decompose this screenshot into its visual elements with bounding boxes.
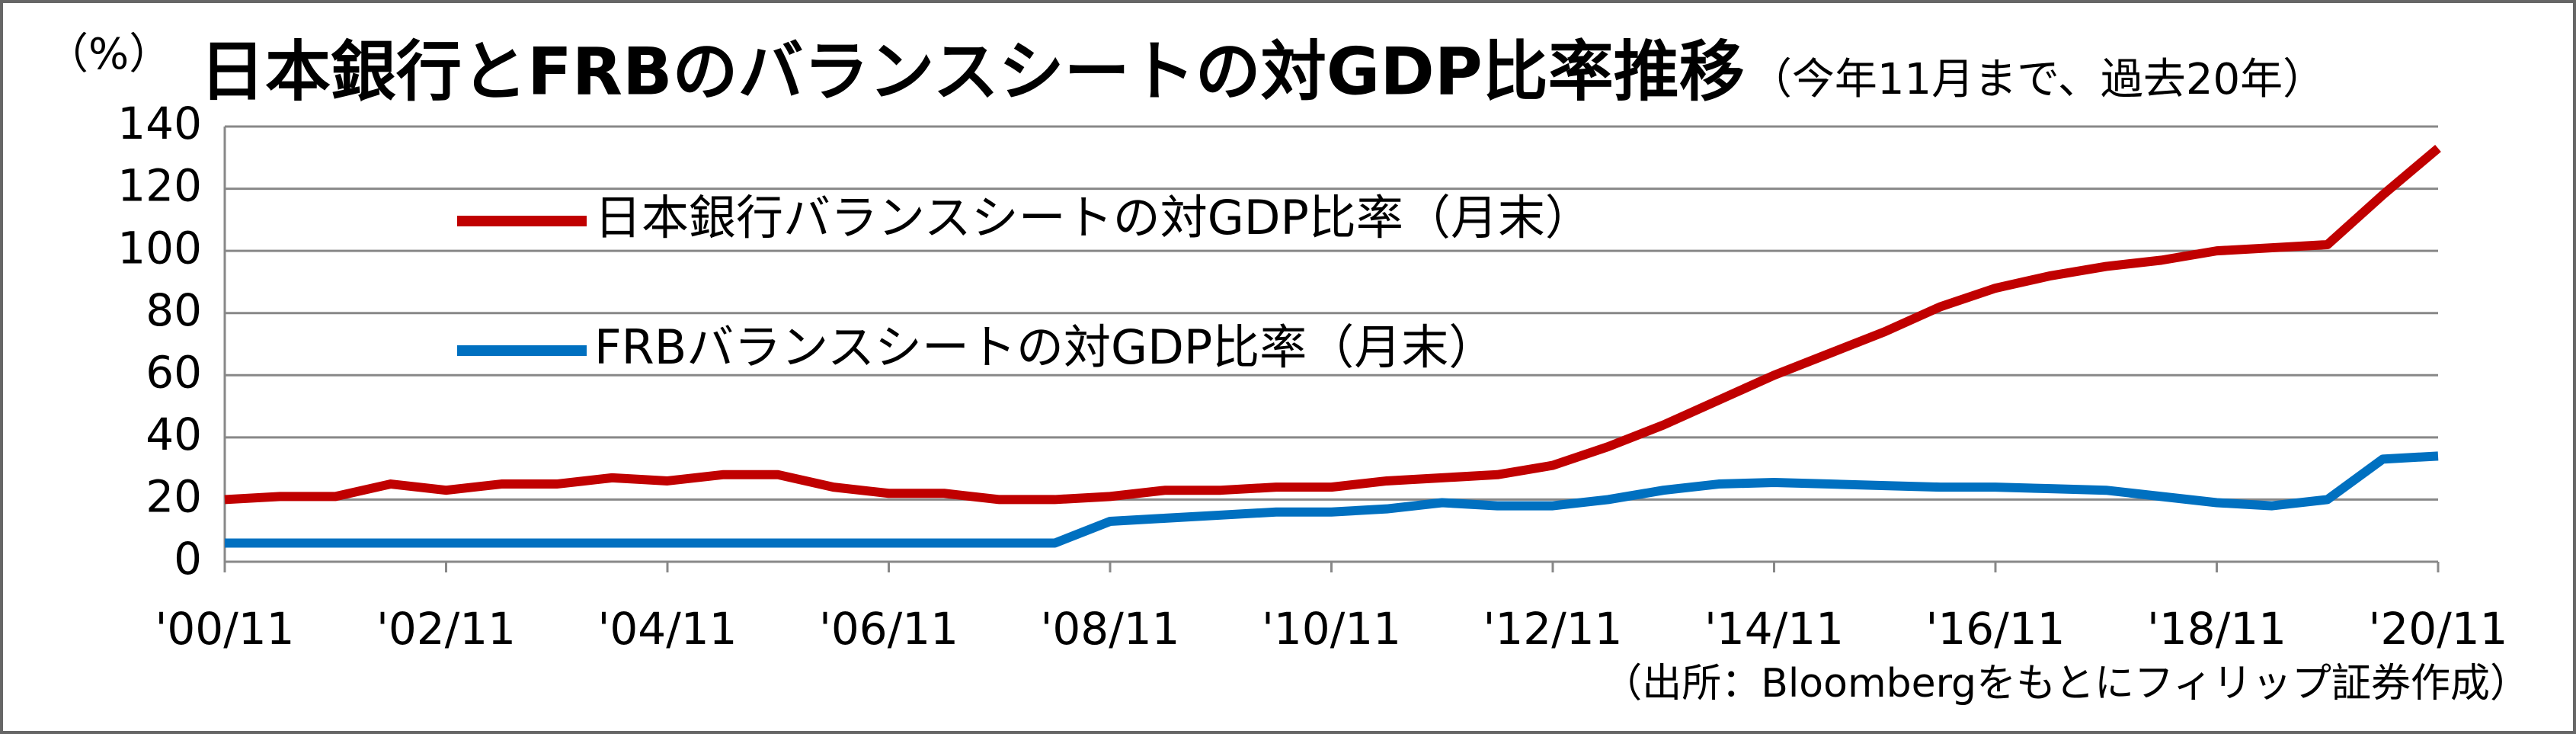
y-axis-label: （%） bbox=[46, 30, 171, 79]
chart-title: 日本銀行とFRBのバランスシートの対GDP比率推移 bbox=[200, 34, 1745, 110]
y-tick-label: 60 bbox=[146, 346, 202, 398]
y-tick-label: 100 bbox=[117, 222, 202, 274]
x-tick-label: '12/11 bbox=[1483, 603, 1622, 655]
x-tick-label: '18/11 bbox=[2147, 603, 2286, 655]
y-tick-label: 120 bbox=[117, 160, 202, 212]
x-tick-label: '14/11 bbox=[1704, 603, 1844, 655]
data-line bbox=[225, 451, 2439, 548]
y-tick-label: 0 bbox=[174, 533, 202, 585]
chart-subtitle: （今年11月まで、過去20年） bbox=[1749, 55, 2325, 104]
x-tick-label: '04/11 bbox=[597, 603, 737, 655]
y-tick-label: 20 bbox=[146, 471, 202, 523]
x-tick-label: '16/11 bbox=[1925, 603, 2065, 655]
x-tick-label: '02/11 bbox=[376, 603, 516, 655]
y-tick-label: 80 bbox=[146, 284, 202, 336]
source-note: （出所：Bloombergをもとにフィリップ証券作成） bbox=[1602, 661, 2530, 707]
y-tick-label: 140 bbox=[117, 98, 202, 149]
legend-label: 日本銀行バランスシートの対GDP比率（月末） bbox=[594, 190, 1592, 245]
x-tick-label: '00/11 bbox=[155, 603, 294, 655]
y-tick-label: 40 bbox=[146, 409, 202, 460]
x-tick-label: '08/11 bbox=[1040, 603, 1179, 655]
x-tick-label: '10/11 bbox=[1262, 603, 1401, 655]
x-tick-label: '20/11 bbox=[2368, 603, 2507, 655]
x-tick-label: '06/11 bbox=[819, 603, 958, 655]
data-line bbox=[224, 144, 2441, 505]
legend-label: FRBバランスシートの対GDP比率（月末） bbox=[594, 319, 1496, 375]
